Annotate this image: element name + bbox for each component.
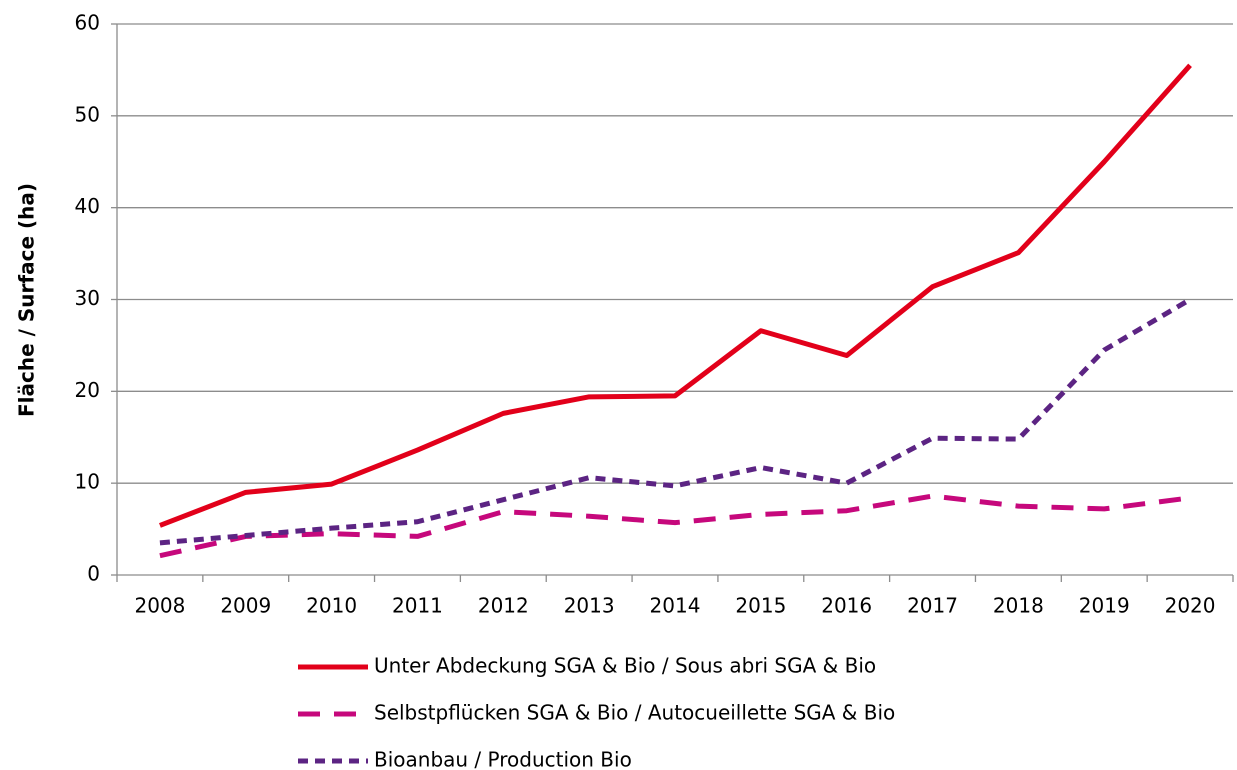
x-tick-label: 2018 [993, 594, 1044, 618]
legend-label: Unter Abdeckung SGA & Bio / Sous abri SG… [374, 654, 876, 678]
legend-label: Bioanbau / Production Bio [374, 748, 632, 770]
x-tick-label: 2013 [564, 594, 615, 618]
series-line [159, 493, 1191, 559]
y-tick-label: 40 [75, 194, 100, 218]
x-tick-label: 2015 [735, 594, 786, 618]
y-tick-label: 0 [87, 562, 100, 586]
series-line [159, 63, 1192, 528]
series-line [159, 297, 1192, 546]
x-tick-label: 2020 [1165, 594, 1216, 618]
x-tick-label: 2016 [821, 594, 872, 618]
y-axis-label: Fläche / Surface (ha) [15, 183, 39, 417]
y-tick-label: 30 [75, 286, 100, 310]
x-tick-label: 2017 [907, 594, 958, 618]
x-tick-label: 2011 [392, 594, 443, 618]
y-tick-label: 10 [75, 470, 100, 494]
x-tick-label: 2019 [1079, 594, 1130, 618]
y-tick-label: 20 [75, 378, 100, 402]
x-tick-label: 2012 [478, 594, 529, 618]
x-tick-label: 2009 [220, 594, 271, 618]
x-tick-label: 2010 [306, 594, 357, 618]
x-tick-label: 2014 [650, 594, 701, 618]
x-tick-label: 2008 [134, 594, 185, 618]
legend-label: Selbstpflücken SGA & Bio / Autocueillett… [374, 701, 895, 725]
y-tick-label: 50 [75, 102, 100, 126]
y-tick-label: 60 [75, 11, 100, 35]
